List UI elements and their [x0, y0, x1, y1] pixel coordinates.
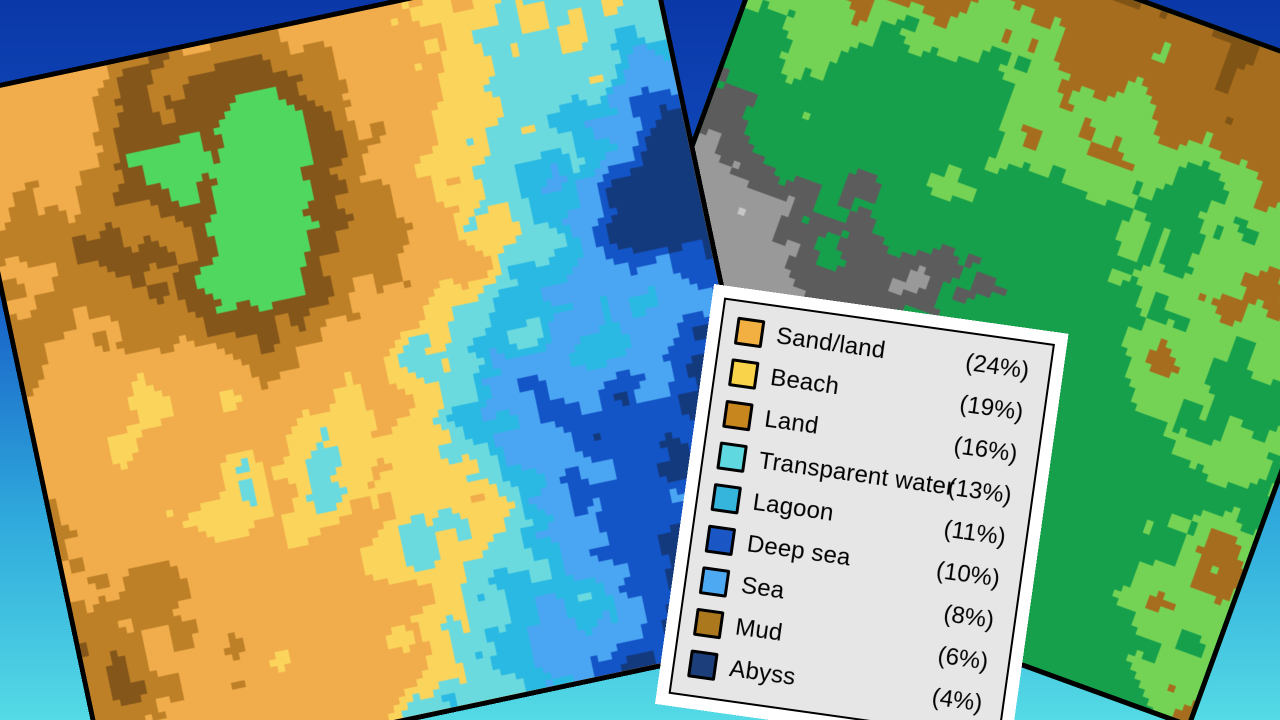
deep-sea-swatch [704, 524, 737, 557]
legend-inner-panel: Sand/land (24%) Beach (19%) Land (16%) T… [668, 297, 1055, 720]
legend-label: Land [762, 405, 821, 440]
legend-label: Sea [739, 571, 787, 605]
legend-percentage: (13%) [946, 473, 1014, 510]
legend-percentage: (4%) [930, 683, 985, 718]
legend-percentage: (24%) [963, 348, 1031, 385]
lagoon-swatch [710, 482, 743, 515]
legend-label: Deep sea [745, 530, 853, 572]
sea-swatch [698, 566, 731, 598]
legend-label: Beach [768, 363, 841, 401]
legend-percentage: (19%) [957, 390, 1025, 427]
beach-swatch [727, 358, 760, 390]
legend-percentage: (16%) [951, 432, 1020, 468]
land-swatch [722, 399, 754, 432]
legend-label: Abyss [727, 655, 798, 692]
legend-percentage: (6%) [935, 641, 990, 676]
abyss-swatch [687, 649, 719, 681]
legend-label: Lagoon [751, 488, 836, 527]
transparent-water-swatch [716, 441, 748, 474]
legend-panel: Sand/land (24%) Beach (19%) Land (16%) T… [654, 284, 1069, 720]
sand-land-swatch [733, 316, 766, 349]
legend-percentage: (11%) [942, 515, 1008, 551]
legend-percentage: (8%) [941, 600, 996, 635]
mud-swatch [692, 607, 725, 640]
legend-label: Mud [733, 613, 785, 647]
legend-percentage: (10%) [934, 556, 1002, 593]
